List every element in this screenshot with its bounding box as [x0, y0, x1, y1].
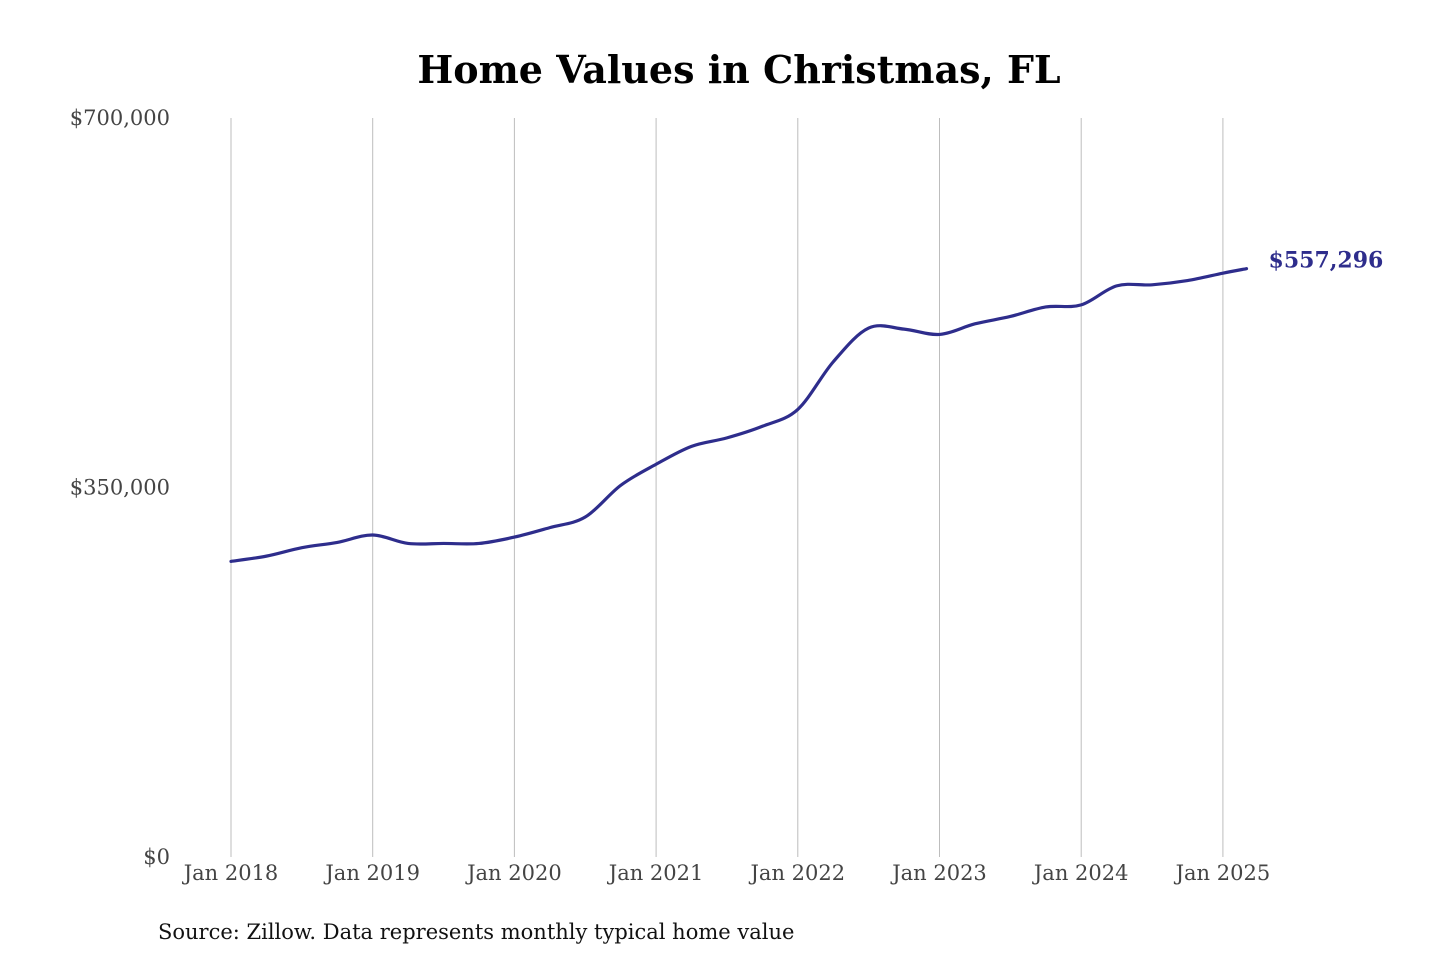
x-tick-label: Jan 2020: [465, 861, 562, 885]
y-axis-tick-labels: $0 $350,000 $700,000: [70, 106, 170, 869]
x-tick-label: Jan 2022: [749, 861, 846, 885]
x-tick-label: Jan 2021: [607, 861, 704, 885]
x-tick-label: Jan 2018: [182, 861, 279, 885]
chart-title: Home Values in Christmas, FL: [417, 47, 1060, 92]
x-axis-tick-labels: Jan 2018 Jan 2019 Jan 2020 Jan 2021 Jan 2022…: [182, 861, 1270, 885]
vertical-gridlines: [230, 118, 1224, 857]
source-note: Source: Zillow. Data represents monthly …: [158, 920, 794, 944]
x-tick-label: Jan 2025: [1174, 861, 1271, 885]
y-tick-label: $350,000: [70, 476, 170, 500]
y-tick-label: $700,000: [70, 106, 170, 130]
x-tick-label: Jan 2019: [323, 861, 420, 885]
home-value-line: [229, 267, 1249, 563]
x-tick-label: Jan 2023: [890, 861, 987, 885]
x-tick-label: Jan 2024: [1032, 861, 1129, 885]
y-tick-label: $0: [143, 845, 170, 869]
latest-value-label: $557,296: [1269, 248, 1384, 274]
